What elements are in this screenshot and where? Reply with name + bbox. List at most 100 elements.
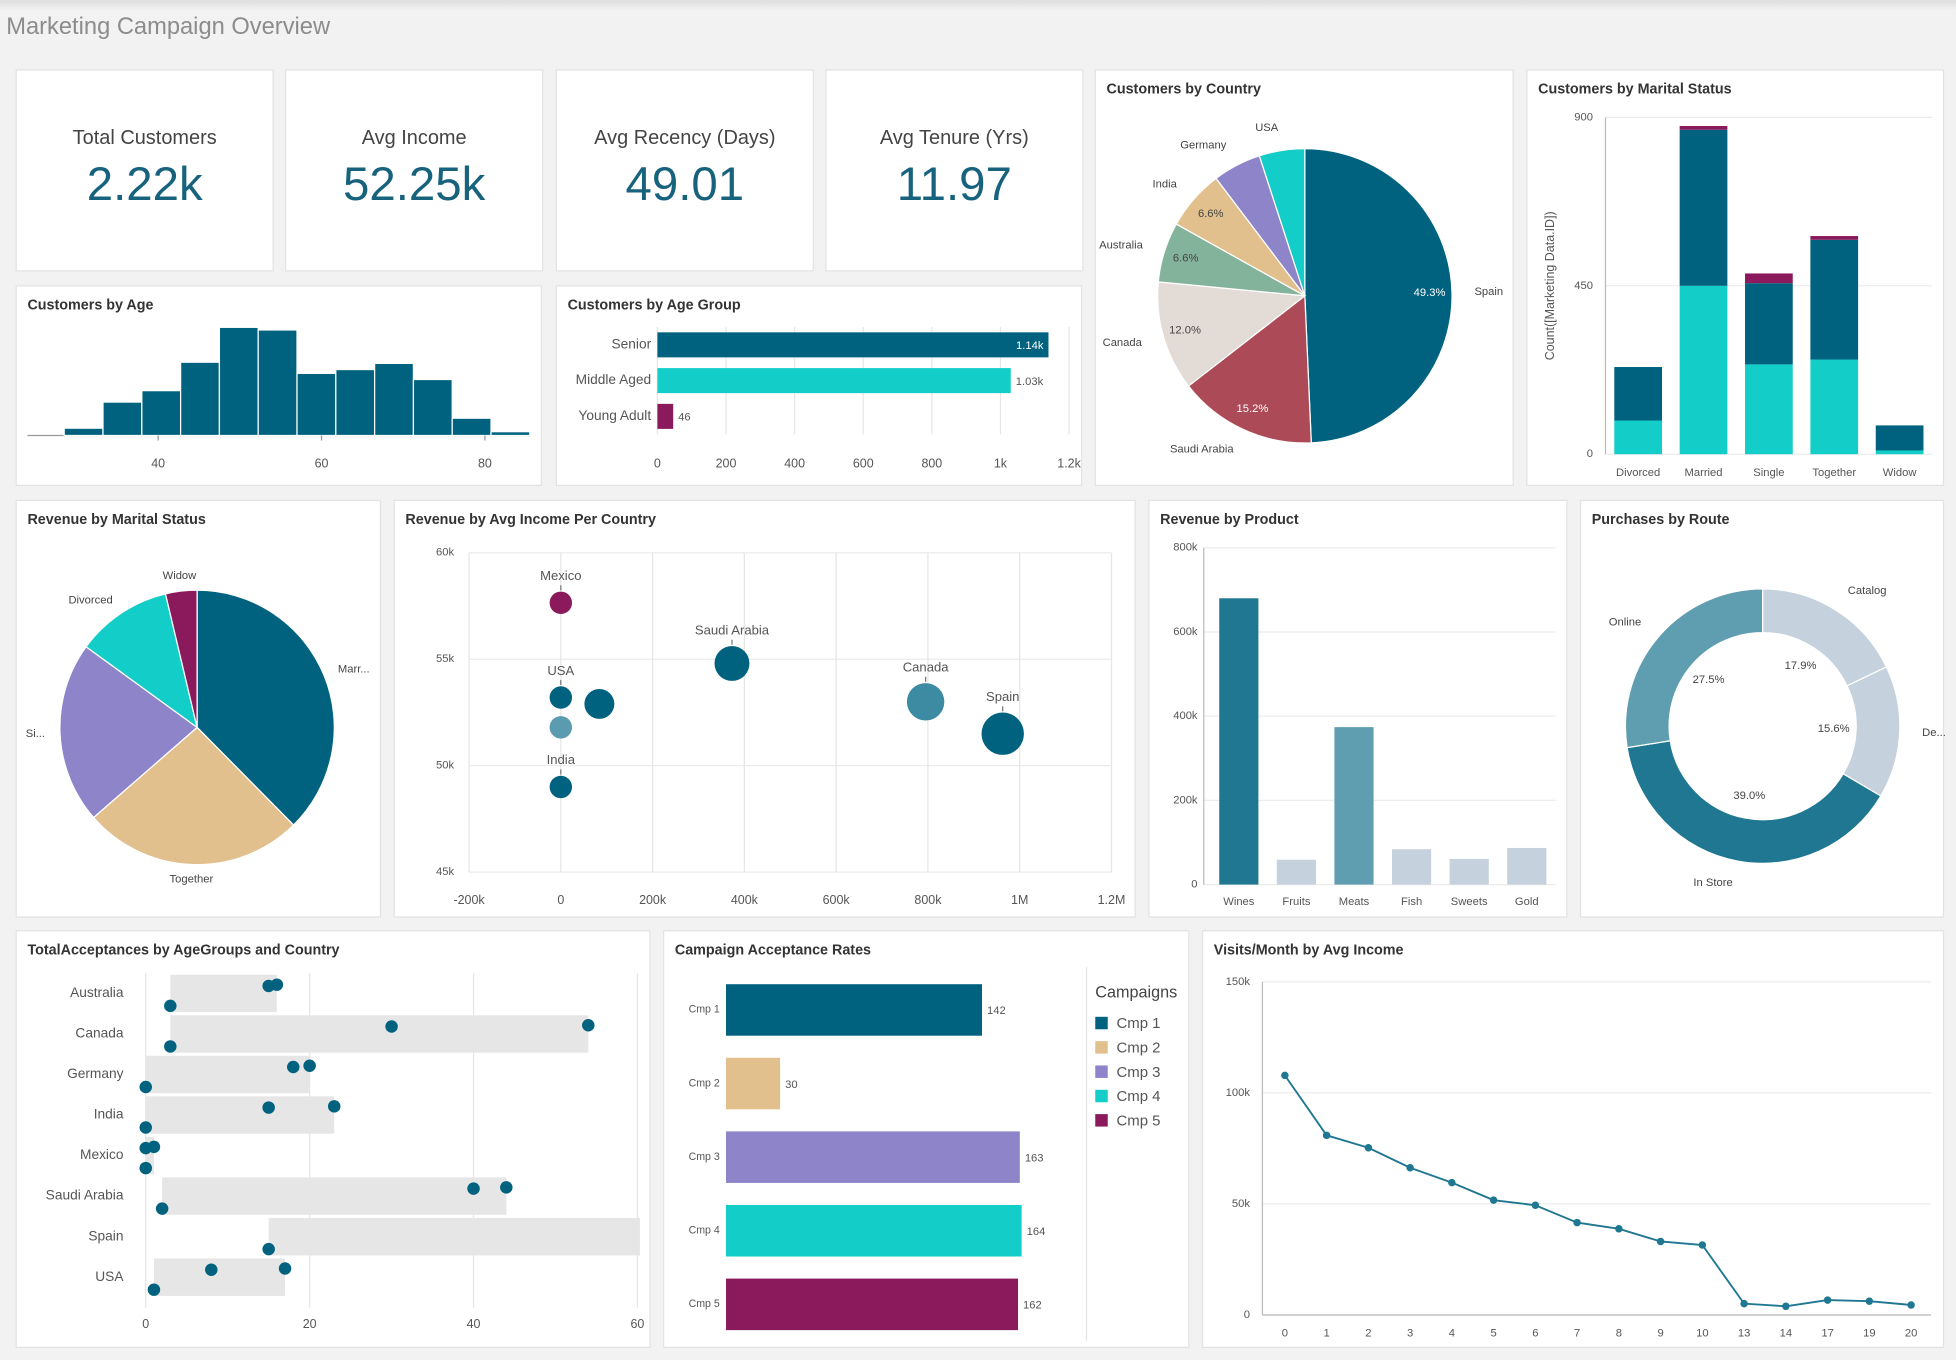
bar xyxy=(726,1131,1020,1183)
header-shade xyxy=(0,0,1956,11)
value-label: 142 xyxy=(987,1005,1006,1017)
point xyxy=(1364,1144,1373,1152)
category-label: Cmp 3 xyxy=(689,1151,720,1163)
slice-label: Marr... xyxy=(338,664,370,676)
x-tick-label: 19 xyxy=(1863,1328,1875,1340)
bar-segment xyxy=(1679,285,1728,455)
slice-value: 49.3% xyxy=(1414,287,1446,299)
slice xyxy=(196,589,335,826)
bar xyxy=(1449,858,1489,885)
chart-title: Revenue by Marital Status xyxy=(27,512,205,528)
x-tick-label: 0 xyxy=(1282,1328,1288,1340)
dot xyxy=(385,1020,398,1033)
x-tick-label: 60 xyxy=(315,456,329,470)
histogram-bar xyxy=(257,329,298,437)
legend-swatch xyxy=(1095,1089,1108,1103)
dot xyxy=(205,1263,218,1276)
chart-title: Customers by Marital Status xyxy=(1538,82,1732,98)
histogram-bar xyxy=(141,390,182,437)
value-label: 1.14k xyxy=(1016,340,1044,352)
bar-segment xyxy=(1745,273,1793,284)
y-tick-label: 50k xyxy=(1232,1198,1250,1210)
legend-label: Cmp 1 xyxy=(1116,1015,1160,1032)
histogram-bar xyxy=(102,401,143,437)
chart-title: Campaign Acceptance Rates xyxy=(675,942,871,958)
bar xyxy=(1507,847,1547,885)
range-bar xyxy=(145,1136,154,1175)
x-tick-label: 800 xyxy=(921,456,942,470)
slice-label: De... xyxy=(1922,727,1946,739)
dot xyxy=(262,1242,275,1256)
slice-value: 6.6% xyxy=(1173,253,1199,265)
bar-segment xyxy=(1875,450,1924,455)
range-bar xyxy=(268,1217,640,1256)
slice xyxy=(1258,147,1306,296)
point xyxy=(1322,1131,1331,1140)
line xyxy=(1284,1074,1912,1308)
x-tick-label: 1 xyxy=(1323,1328,1329,1340)
value-label: 164 xyxy=(1027,1226,1046,1238)
slice-label: USA xyxy=(1255,122,1279,134)
histogram-bar xyxy=(218,326,259,437)
legend-swatch xyxy=(1095,1016,1108,1030)
range-bar xyxy=(170,1015,589,1053)
slice xyxy=(1304,147,1453,444)
chart-title: Purchases by Route xyxy=(1592,512,1730,528)
x-tick-label: 13 xyxy=(1738,1328,1750,1340)
category-label: Middle Aged xyxy=(576,372,652,387)
y-tick-label: 0 xyxy=(1244,1309,1250,1321)
histogram-bar xyxy=(296,372,337,437)
slice-label: Spain xyxy=(1474,286,1503,298)
y-tick-label: 200k xyxy=(1173,794,1198,806)
panel xyxy=(393,499,1136,918)
slice-value: 6.6% xyxy=(1198,208,1224,220)
y-tick-label: 800k xyxy=(1173,542,1198,554)
x-tick-label: 80 xyxy=(478,456,492,470)
kpi-label: Avg Tenure (Yrs) xyxy=(880,127,1029,149)
bar xyxy=(1276,859,1316,885)
dot xyxy=(155,1202,169,1215)
histogram-bar xyxy=(451,417,492,437)
panel xyxy=(15,69,274,272)
x-tick-label: 400 xyxy=(784,456,805,470)
value-label: 163 xyxy=(1025,1152,1044,1164)
x-tick-label: -200k xyxy=(453,893,485,907)
category-label: Cmp 4 xyxy=(689,1225,720,1237)
range-bar xyxy=(145,1096,335,1134)
x-tick-label: 14 xyxy=(1780,1328,1792,1340)
category-label: USA xyxy=(95,1269,124,1284)
bar xyxy=(1392,849,1432,885)
legend-swatch xyxy=(1095,1114,1108,1127)
dot xyxy=(303,1059,316,1073)
slice xyxy=(1626,740,1882,864)
value-label: 162 xyxy=(1023,1300,1042,1312)
panel xyxy=(555,69,814,272)
kpi-value: 11.97 xyxy=(897,158,1012,211)
slice-label: Divorced xyxy=(68,595,112,607)
legend-label: Cmp 2 xyxy=(1116,1040,1160,1057)
value-label: 46 xyxy=(678,412,690,424)
legend-swatch xyxy=(1095,1041,1108,1054)
y-tick-label: 60k xyxy=(436,547,454,559)
bar-segment xyxy=(1810,236,1859,240)
x-tick-label: Gold xyxy=(1515,896,1539,908)
chart-title: Revenue by Avg Income Per Country xyxy=(405,512,656,528)
point xyxy=(1531,1201,1540,1210)
bar-segment xyxy=(1679,126,1728,130)
slice-value: 15.2% xyxy=(1237,403,1269,415)
value-label: 30 xyxy=(785,1079,797,1091)
point xyxy=(1573,1218,1581,1227)
x-tick-label: 40 xyxy=(467,1317,481,1331)
kpi-label: Total Customers xyxy=(73,127,217,149)
x-tick-label: 0 xyxy=(557,893,564,907)
x-tick-label: 400k xyxy=(731,893,759,907)
bubble xyxy=(549,775,573,799)
category-label: Canada xyxy=(75,1026,123,1041)
kpi-label: Avg Recency (Days) xyxy=(594,127,775,149)
bar xyxy=(726,1204,1022,1257)
bar xyxy=(1334,727,1374,885)
bar-segment xyxy=(1614,420,1663,455)
bubble xyxy=(549,686,573,709)
x-tick-label: 800k xyxy=(914,893,942,907)
y-tick-label: 100k xyxy=(1226,1087,1251,1099)
